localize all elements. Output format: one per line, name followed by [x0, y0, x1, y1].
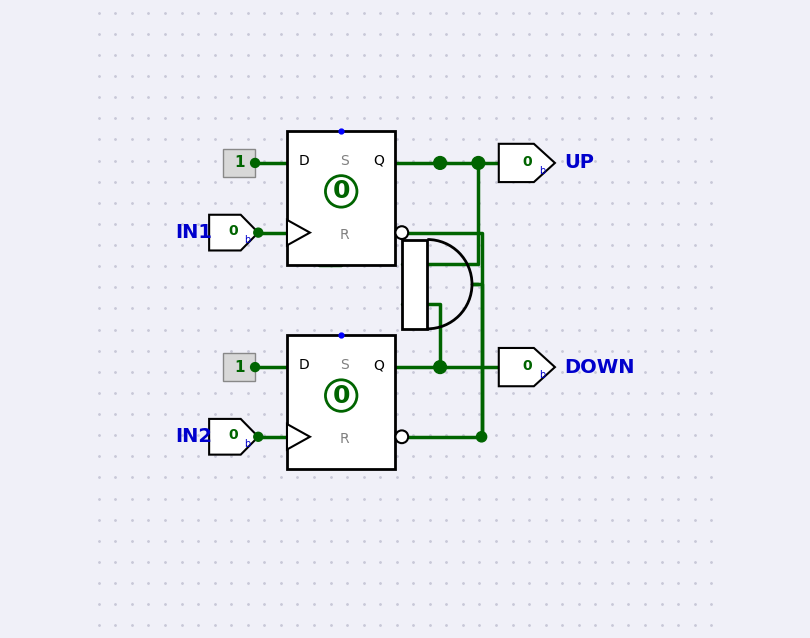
Polygon shape	[403, 239, 428, 329]
Text: b: b	[539, 370, 545, 380]
Text: R: R	[339, 228, 349, 242]
Text: b: b	[245, 235, 250, 245]
Polygon shape	[499, 144, 555, 182]
Text: D: D	[298, 154, 309, 168]
Text: S: S	[340, 358, 349, 372]
Circle shape	[254, 228, 262, 237]
Text: Q: Q	[373, 154, 384, 168]
FancyBboxPatch shape	[224, 149, 255, 177]
Text: DOWN: DOWN	[565, 358, 635, 376]
Circle shape	[395, 226, 408, 239]
FancyBboxPatch shape	[287, 131, 395, 265]
Text: R: R	[339, 432, 349, 446]
Text: D: D	[298, 358, 309, 372]
Polygon shape	[499, 348, 555, 386]
Text: Q: Q	[373, 358, 384, 372]
Text: b: b	[245, 440, 250, 449]
Text: 0: 0	[332, 383, 350, 408]
Circle shape	[476, 432, 487, 442]
Circle shape	[433, 156, 446, 169]
Circle shape	[250, 362, 259, 371]
Text: IN2: IN2	[175, 427, 212, 446]
Circle shape	[395, 431, 408, 443]
Text: b: b	[539, 166, 545, 175]
Text: 0: 0	[522, 359, 532, 373]
Polygon shape	[287, 220, 310, 246]
Text: IN1: IN1	[175, 223, 212, 242]
Circle shape	[472, 156, 484, 169]
Text: 1: 1	[234, 156, 245, 170]
Text: UP: UP	[565, 154, 595, 172]
Text: 0: 0	[228, 225, 238, 239]
FancyBboxPatch shape	[287, 335, 395, 469]
Text: S: S	[340, 154, 349, 168]
Polygon shape	[209, 215, 258, 251]
Circle shape	[433, 360, 446, 373]
Polygon shape	[209, 419, 258, 455]
Text: 0: 0	[332, 179, 350, 204]
Circle shape	[250, 158, 259, 167]
Polygon shape	[287, 424, 310, 450]
Text: 1: 1	[234, 360, 245, 375]
Text: 0: 0	[522, 154, 532, 168]
FancyBboxPatch shape	[224, 353, 255, 381]
Circle shape	[254, 433, 262, 441]
Text: 0: 0	[228, 429, 238, 443]
